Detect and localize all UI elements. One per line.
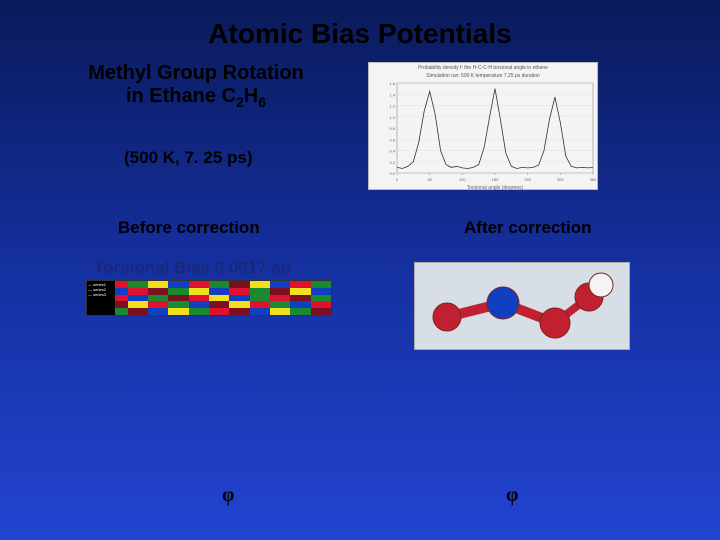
svg-text:0.2: 0.2 bbox=[389, 160, 395, 165]
before-correction-label: Before correction bbox=[118, 218, 260, 238]
probability-density-chart: Probability density f: the H-C-C-H torsi… bbox=[368, 62, 598, 190]
svg-text:0.6: 0.6 bbox=[389, 137, 395, 142]
phi-symbol-left: φ bbox=[222, 484, 234, 507]
phi-symbol-right: φ bbox=[506, 484, 518, 507]
svg-text:0.8: 0.8 bbox=[389, 126, 395, 131]
torsional-bias-label: Torsional Bias 0.0017 au bbox=[94, 258, 291, 278]
after-correction-label: After correction bbox=[464, 218, 592, 238]
svg-text:120: 120 bbox=[459, 177, 466, 182]
svg-text:300: 300 bbox=[557, 177, 564, 182]
subtitle-mid: H bbox=[244, 85, 258, 107]
svg-text:240: 240 bbox=[524, 177, 531, 182]
svg-text:360: 360 bbox=[590, 177, 597, 182]
stripes-legend: — series1— series2— series3 bbox=[87, 281, 115, 315]
svg-text:0.0: 0.0 bbox=[389, 171, 395, 176]
subtitle-line2: in Ethane C2H6 bbox=[126, 85, 266, 107]
after-correction-network bbox=[414, 262, 630, 350]
conditions-label: (500 K, 7. 25 ps) bbox=[124, 148, 253, 168]
svg-text:0: 0 bbox=[396, 177, 399, 182]
slide-subtitle: Methyl Group Rotation in Ethane C2H6 bbox=[66, 62, 326, 110]
svg-text:1.6: 1.6 bbox=[389, 81, 395, 86]
svg-text:Torsional angle (degrees): Torsional angle (degrees) bbox=[467, 185, 524, 191]
network-svg bbox=[415, 263, 631, 351]
slide-title: Atomic Bias Potentials bbox=[0, 18, 720, 50]
svg-text:1.4: 1.4 bbox=[389, 92, 395, 97]
before-correction-stripes: — series1— series2— series3 bbox=[86, 280, 332, 316]
svg-text:0.4: 0.4 bbox=[389, 149, 395, 154]
subtitle-sub1: 2 bbox=[236, 94, 244, 110]
subtitle-line1: Methyl Group Rotation bbox=[88, 62, 304, 84]
svg-text:1.2: 1.2 bbox=[389, 104, 395, 109]
subtitle-pre: in Ethane C bbox=[126, 85, 236, 107]
svg-text:180: 180 bbox=[492, 177, 499, 182]
subtitle-sub2: 6 bbox=[258, 94, 266, 110]
prob-chart-svg: 0.0 0.2 0.4 0.6 0.8 1.0 1.2 1.4 1.6 0 60 120 180 240 3… bbox=[369, 63, 599, 191]
svg-text:1.0: 1.0 bbox=[389, 115, 395, 120]
svg-text:60: 60 bbox=[427, 177, 432, 182]
